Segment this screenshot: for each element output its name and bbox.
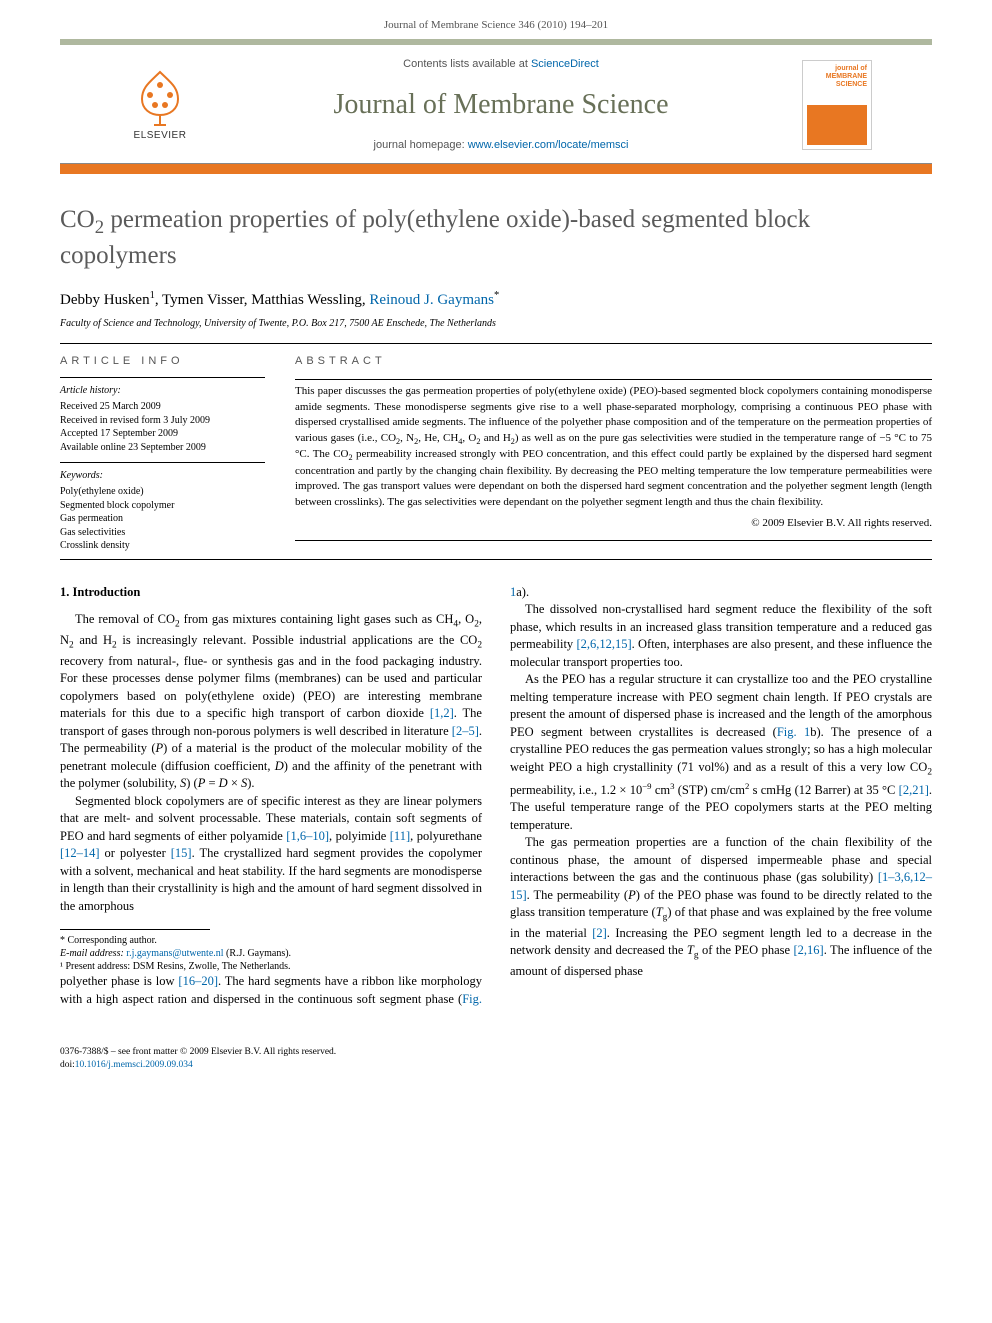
keyword: Gas permeation xyxy=(60,512,265,526)
footnotes: * Corresponding author. E-mail address: … xyxy=(60,934,482,973)
abstract-heading: ABSTRACT xyxy=(295,354,932,369)
cover-title: journal ofMEMBRANESCIENCE xyxy=(807,65,867,88)
footnote-1: ¹ Present address: DSM Resins, Zwolle, T… xyxy=(60,960,482,973)
elsevier-tree-icon xyxy=(130,67,190,127)
elsevier-logo: ELSEVIER xyxy=(120,60,200,150)
abstract-text: This paper discusses the gas permeation … xyxy=(295,384,932,510)
abstract: ABSTRACT This paper discusses the gas pe… xyxy=(295,354,932,553)
authors: Debby Husken1, Tymen Visser, Matthias We… xyxy=(60,289,932,311)
divider xyxy=(60,343,932,344)
online: Available online 23 September 2009 xyxy=(60,441,265,455)
email-link[interactable]: r.j.gaymans@utwente.nl xyxy=(126,948,223,959)
sciencedirect-link[interactable]: ScienceDirect xyxy=(531,58,599,70)
keywords-label: Keywords: xyxy=(60,469,265,483)
corresponding-author: * Corresponding author. xyxy=(60,934,482,947)
keyword: Crosslink density xyxy=(60,539,265,553)
homepage-line: journal homepage: www.elsevier.com/locat… xyxy=(200,138,802,153)
history-label: Article history: xyxy=(60,384,265,398)
revised: Received in revised form 3 July 2009 xyxy=(60,414,265,428)
keyword: Gas selectivities xyxy=(60,526,265,540)
info-divider xyxy=(60,377,265,378)
copyright: © 2009 Elsevier B.V. All rights reserved… xyxy=(295,516,932,531)
journal-cover-thumb: journal ofMEMBRANESCIENCE xyxy=(802,60,872,150)
received: Received 25 March 2009 xyxy=(60,400,265,414)
orange-accent-bar xyxy=(60,164,932,174)
doi-block: 0376-7388/$ – see front matter © 2009 El… xyxy=(0,1046,992,1093)
paragraph: Segmented block copolymers are of specif… xyxy=(60,793,482,916)
running-head: Journal of Membrane Science 346 (2010) 1… xyxy=(0,0,992,39)
abstract-divider-bottom xyxy=(295,540,932,541)
journal-name: Journal of Membrane Science xyxy=(200,85,802,124)
issn-line: 0376-7388/$ – see front matter © 2009 El… xyxy=(60,1046,932,1059)
keyword: Segmented block copolymer xyxy=(60,499,265,513)
contents-line: Contents lists available at ScienceDirec… xyxy=(200,57,802,72)
article-title: CO2 permeation properties of poly(ethyle… xyxy=(60,204,932,271)
paragraph: The gas permeation properties are a func… xyxy=(510,834,932,980)
homepage-link[interactable]: www.elsevier.com/locate/memsci xyxy=(468,139,629,151)
doi-link[interactable]: 10.1016/j.memsci.2009.09.034 xyxy=(75,1060,193,1070)
masthead: ELSEVIER Contents lists available at Sci… xyxy=(60,45,932,164)
affiliation: Faculty of Science and Technology, Unive… xyxy=(60,317,932,331)
paragraph: The removal of CO2 from gas mixtures con… xyxy=(60,611,482,792)
keyword: Poly(ethylene oxide) xyxy=(60,485,265,499)
accepted: Accepted 17 September 2009 xyxy=(60,427,265,441)
email-line: E-mail address: r.j.gaymans@utwente.nl (… xyxy=(60,947,482,960)
paragraph: The dissolved non-crystallised hard segm… xyxy=(510,601,932,671)
abstract-divider xyxy=(295,379,932,380)
masthead-center: Contents lists available at ScienceDirec… xyxy=(200,57,802,153)
info-abstract-row: ARTICLE INFO Article history: Received 2… xyxy=(60,354,932,553)
body-columns: 1. Introduction The removal of CO2 from … xyxy=(60,584,932,1008)
paragraph: As the PEO has a regular structure it ca… xyxy=(510,671,932,834)
article-info: ARTICLE INFO Article history: Received 2… xyxy=(60,354,265,553)
divider xyxy=(60,559,932,560)
info-heading: ARTICLE INFO xyxy=(60,354,265,369)
citation-text: Journal of Membrane Science 346 (2010) 1… xyxy=(384,19,608,31)
section-heading: 1. Introduction xyxy=(60,584,482,602)
cover-orange-block xyxy=(807,105,867,145)
elsevier-wordmark: ELSEVIER xyxy=(134,129,187,143)
info-divider xyxy=(60,462,265,463)
doi-line: doi:10.1016/j.memsci.2009.09.034 xyxy=(60,1059,932,1072)
footnote-separator xyxy=(60,929,210,930)
